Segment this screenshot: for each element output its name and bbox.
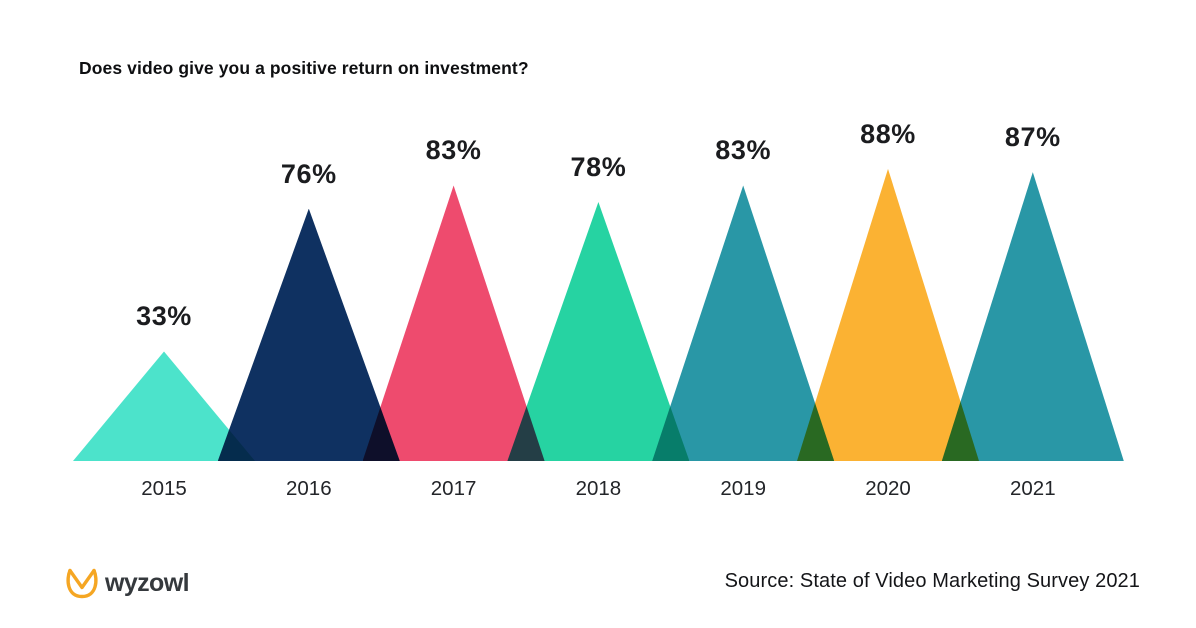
value-label-2017: 83% [425,135,482,166]
value-label-2019: 83% [715,135,772,166]
triangle-2021 [941,172,1124,461]
year-label-2019: 2019 [720,477,766,500]
year-label-2021: 2021 [1009,477,1056,500]
year-label-2018: 2018 [575,477,622,500]
triangle-2017 [362,185,545,461]
wyzowl-logo: wyzowl [62,563,190,603]
value-label-2015: 33% [136,301,192,332]
triangle-2016 [217,208,400,461]
year-label-2017: 2017 [430,477,477,500]
value-label-2018: 78% [570,152,627,183]
wyzowl-owl-logo-icon [62,563,102,603]
year-label-2015: 2015 [141,477,187,500]
year-label-2020: 2020 [865,477,911,500]
chart-title: Does video give you a positive return on… [79,58,529,78]
value-label-2021: 87% [1004,122,1061,153]
value-label-2020: 88% [860,118,916,149]
triangle-2020 [797,168,979,461]
triangle-2018 [507,202,690,461]
source-attribution: Source: State of Video Marketing Survey … [724,570,1140,592]
value-label-2016: 76% [280,158,337,189]
triangle-2019 [652,185,835,461]
year-label-2016: 2016 [285,477,332,500]
wyzowl-logo-text: wyzowl [105,568,190,597]
